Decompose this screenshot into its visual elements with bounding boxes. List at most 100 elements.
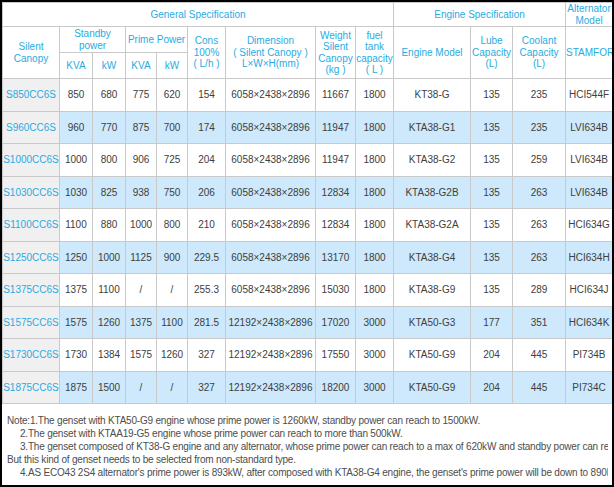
value-cell: KTA38-G2A	[394, 209, 471, 242]
value-cell: 6058×2438×2896	[226, 209, 316, 242]
table-row: S1100CC6S110088010008002106058×2438×2896…	[3, 209, 613, 242]
value-cell: 700	[157, 111, 188, 144]
value-cell: KTA50-G3	[394, 306, 471, 339]
model-name-cell: S960CC6S	[3, 111, 60, 144]
value-cell: /	[126, 274, 157, 307]
value-cell: 11947	[316, 144, 356, 177]
col-header-standby-power: Standby power	[60, 27, 126, 53]
value-cell: 229.5	[188, 241, 226, 274]
value-cell: 3000	[356, 306, 394, 339]
value-cell: KTA38-G4	[394, 241, 471, 274]
model-name-cell: S1875CC6S	[3, 371, 60, 404]
value-cell: 177	[471, 306, 513, 339]
col-header-lube-capacity: Lube Capacity (L)	[471, 27, 513, 79]
note-line-1: Note:1.The genset with KTA50-G9 engine w…	[7, 414, 608, 427]
value-cell: 351	[513, 306, 566, 339]
value-cell: 3000	[356, 339, 394, 372]
value-cell: 1384	[93, 339, 126, 372]
value-cell: PI734B	[566, 339, 613, 372]
value-cell: 204	[188, 144, 226, 177]
col-header-prime-kw: kW	[157, 53, 188, 79]
model-name-cell: S1250CC6S	[3, 241, 60, 274]
value-cell: 6058×2438×2896	[226, 79, 316, 112]
value-cell: 1800	[356, 241, 394, 274]
value-cell: 281.5	[188, 306, 226, 339]
value-cell: 135	[471, 241, 513, 274]
value-cell: 900	[157, 241, 188, 274]
col-header-coolant-capacity: Coolant Capacity (L)	[513, 27, 566, 79]
value-cell: 204	[471, 371, 513, 404]
value-cell: KTA38-G2B	[394, 176, 471, 209]
note-line-3: 3.The genset composed of KT38-G engine a…	[7, 440, 608, 453]
value-cell: 17020	[316, 306, 356, 339]
value-cell: 1250	[60, 241, 93, 274]
value-cell: 327	[188, 371, 226, 404]
value-cell: 135	[471, 144, 513, 177]
value-cell: 6058×2438×2896	[226, 111, 316, 144]
value-cell: HCI634H	[566, 241, 613, 274]
value-cell: HCI634J	[566, 274, 613, 307]
value-cell: 875	[126, 111, 157, 144]
value-cell: 135	[471, 209, 513, 242]
value-cell: 204	[471, 339, 513, 372]
col-header-silent-canopy: Silent Canopy	[3, 27, 60, 79]
note-line-2: 2.The genset with KTAA19-G5 engine whose…	[7, 427, 608, 440]
value-cell: 445	[513, 339, 566, 372]
value-cell: 725	[157, 144, 188, 177]
value-cell: 1800	[356, 144, 394, 177]
value-cell: 6058×2438×2896	[226, 274, 316, 307]
value-cell: 445	[513, 371, 566, 404]
value-cell: 206	[188, 176, 226, 209]
value-cell: LVI634B	[566, 111, 613, 144]
value-cell: 1125	[126, 241, 157, 274]
value-cell: 1575	[60, 306, 93, 339]
col-header-stamford: STAMFORD	[566, 27, 613, 79]
table-row: S850CC6S8506807756201546058×2438×2896116…	[3, 79, 613, 112]
value-cell: HCI544F	[566, 79, 613, 112]
value-cell: 1875	[60, 371, 93, 404]
value-cell: KT38-G	[394, 79, 471, 112]
value-cell: 255.3	[188, 274, 226, 307]
value-cell: 12192×2438×2896	[226, 371, 316, 404]
value-cell: 12192×2438×2896	[226, 339, 316, 372]
value-cell: 154	[188, 79, 226, 112]
value-cell: 6058×2438×2896	[226, 144, 316, 177]
value-cell: 263	[513, 241, 566, 274]
table-row: S1375CC6S13751100//255.36058×2438×289615…	[3, 274, 613, 307]
note-line-4: But this kind of genset needs to be sele…	[7, 453, 608, 466]
value-cell: KTA38-G2	[394, 144, 471, 177]
value-cell: 880	[93, 209, 126, 242]
value-cell: HCI634G	[566, 209, 613, 242]
col-header-weight: Weight Silent Canopy (kg )	[316, 27, 356, 79]
value-cell: 289	[513, 274, 566, 307]
value-cell: 1375	[60, 274, 93, 307]
value-cell: 6058×2438×2896	[226, 241, 316, 274]
value-cell: 17550	[316, 339, 356, 372]
value-cell: /	[157, 371, 188, 404]
value-cell: 13170	[316, 241, 356, 274]
model-name-cell: S1000CC6S	[3, 144, 60, 177]
value-cell: 850	[60, 79, 93, 112]
value-cell: 12192×2438×2896	[226, 306, 316, 339]
model-name-cell: S1730CC6S	[3, 339, 60, 372]
table-body: S850CC6S8506807756201546058×2438×2896116…	[3, 79, 613, 404]
model-name-cell: S1100CC6S	[3, 209, 60, 242]
value-cell: 770	[93, 111, 126, 144]
table-row: S960CC6S9607708757001746058×2438×2896119…	[3, 111, 613, 144]
value-cell: 15030	[316, 274, 356, 307]
value-cell: LVI634B	[566, 144, 613, 177]
table-row: S1575CC6S1575126013751100281.512192×2438…	[3, 306, 613, 339]
value-cell: 1260	[93, 306, 126, 339]
value-cell: 263	[513, 176, 566, 209]
value-cell: 1100	[157, 306, 188, 339]
spec-table: General Specification Engine Specificati…	[2, 2, 613, 404]
value-cell: /	[126, 371, 157, 404]
value-cell: 750	[157, 176, 188, 209]
value-cell: 259	[513, 144, 566, 177]
col-header-standby-kw: kW	[93, 53, 126, 79]
notes: Note:1.The genset with KTA50-G9 engine w…	[2, 404, 612, 479]
value-cell: 960	[60, 111, 93, 144]
col-header-engine-model: Engine Model	[394, 27, 471, 79]
value-cell: 135	[471, 176, 513, 209]
group-header-alternator-model: Alternator Model	[566, 3, 613, 27]
